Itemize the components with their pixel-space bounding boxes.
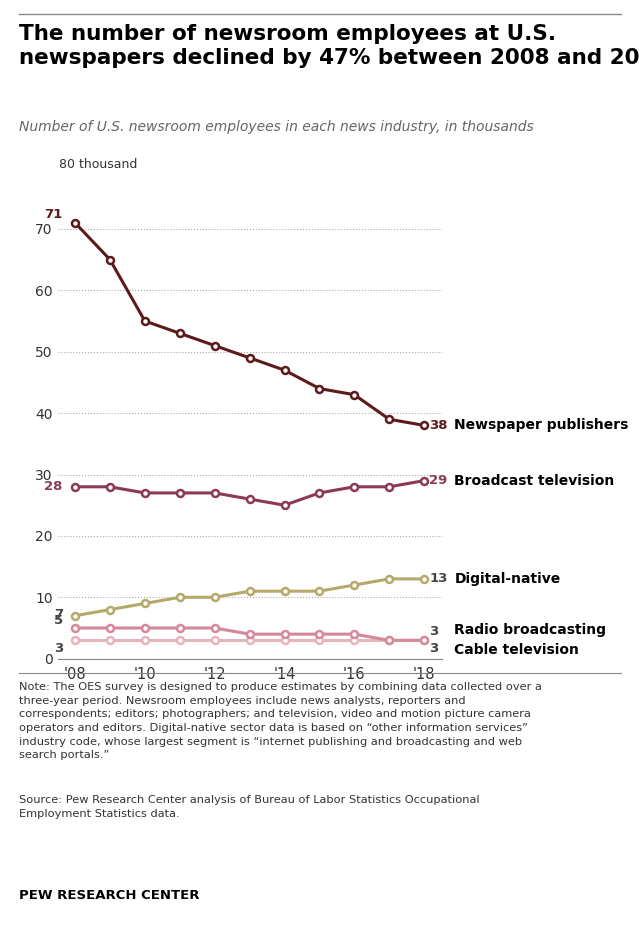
Text: Source: Pew Research Center analysis of Bureau of Labor Statistics Occupational
: Source: Pew Research Center analysis of … <box>19 795 480 819</box>
Text: Number of U.S. newsroom employees in each news industry, in thousands: Number of U.S. newsroom employees in eac… <box>19 120 534 135</box>
Text: Digital-native: Digital-native <box>454 572 561 586</box>
Text: 38: 38 <box>429 419 448 432</box>
Text: 29: 29 <box>429 474 447 487</box>
Text: Newspaper publishers: Newspaper publishers <box>454 419 628 433</box>
Text: PEW RESEARCH CENTER: PEW RESEARCH CENTER <box>19 889 200 902</box>
Text: 7: 7 <box>54 608 63 621</box>
Text: Radio broadcasting: Radio broadcasting <box>454 623 607 637</box>
Text: 3: 3 <box>429 626 438 638</box>
Text: 5: 5 <box>54 614 63 627</box>
Text: Note: The OES survey is designed to produce estimates by combining data collecte: Note: The OES survey is designed to prod… <box>19 682 542 760</box>
Text: 13: 13 <box>429 572 448 585</box>
Text: The number of newsroom employees at U.S.
newspapers declined by 47% between 2008: The number of newsroom employees at U.S.… <box>19 24 640 69</box>
Text: 3: 3 <box>54 642 63 655</box>
Text: Broadcast television: Broadcast television <box>454 473 614 487</box>
Text: 71: 71 <box>45 208 63 221</box>
Text: 80 thousand: 80 thousand <box>60 158 138 171</box>
Text: 28: 28 <box>44 480 63 493</box>
Text: Cable television: Cable television <box>454 644 579 658</box>
Text: 3: 3 <box>429 642 438 655</box>
